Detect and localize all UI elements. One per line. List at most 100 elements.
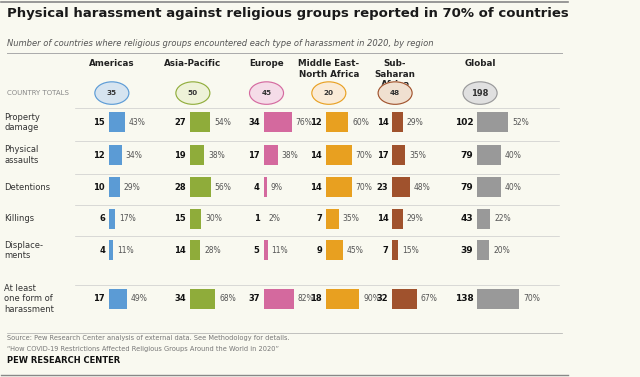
- Text: At least
one form of
harassment: At least one form of harassment: [4, 284, 54, 314]
- Text: Middle East-
North Africa: Middle East- North Africa: [298, 60, 360, 79]
- Text: 14: 14: [310, 151, 322, 160]
- Text: 27: 27: [175, 118, 186, 127]
- Text: 19: 19: [175, 151, 186, 160]
- Text: 15: 15: [174, 214, 186, 223]
- Text: 10: 10: [93, 183, 105, 192]
- Text: 38%: 38%: [208, 151, 225, 160]
- Text: 2%: 2%: [268, 214, 280, 223]
- Circle shape: [463, 82, 497, 104]
- FancyBboxPatch shape: [477, 112, 508, 132]
- Text: Physical harassment against religious groups reported in 70% of countries: Physical harassment against religious gr…: [7, 7, 569, 20]
- FancyBboxPatch shape: [264, 240, 268, 261]
- Circle shape: [250, 82, 284, 104]
- FancyBboxPatch shape: [190, 289, 215, 309]
- Text: 43%: 43%: [129, 118, 146, 127]
- FancyBboxPatch shape: [392, 240, 398, 261]
- FancyBboxPatch shape: [326, 112, 348, 132]
- Text: Asia-Pacific: Asia-Pacific: [164, 60, 221, 68]
- Circle shape: [312, 82, 346, 104]
- FancyBboxPatch shape: [190, 209, 201, 229]
- Text: 45: 45: [262, 90, 271, 96]
- FancyBboxPatch shape: [190, 112, 210, 132]
- Text: 17: 17: [93, 294, 105, 303]
- Text: 40%: 40%: [505, 151, 522, 160]
- FancyBboxPatch shape: [477, 177, 501, 198]
- Circle shape: [176, 82, 210, 104]
- FancyBboxPatch shape: [392, 177, 410, 198]
- Text: 12: 12: [93, 151, 105, 160]
- Text: 48: 48: [390, 90, 400, 96]
- FancyBboxPatch shape: [326, 177, 352, 198]
- Text: 7: 7: [316, 214, 322, 223]
- Text: COUNTRY TOTALS: COUNTRY TOTALS: [7, 90, 69, 96]
- FancyBboxPatch shape: [477, 209, 490, 229]
- Text: 35%: 35%: [409, 151, 426, 160]
- Text: 29%: 29%: [124, 183, 140, 192]
- Text: 40%: 40%: [505, 183, 522, 192]
- Text: 50: 50: [188, 90, 198, 96]
- Text: 43: 43: [461, 214, 474, 223]
- Text: 11%: 11%: [117, 246, 134, 255]
- Text: 15%: 15%: [402, 246, 419, 255]
- Text: 82%: 82%: [298, 294, 314, 303]
- FancyBboxPatch shape: [190, 145, 204, 165]
- Text: 39: 39: [461, 246, 474, 255]
- Text: 14: 14: [376, 214, 388, 223]
- Text: 70%: 70%: [356, 151, 372, 160]
- Text: 70%: 70%: [523, 294, 540, 303]
- Text: “How COVID-19 Restrictions Affected Religious Groups Around the World in 2020”: “How COVID-19 Restrictions Affected Reli…: [7, 346, 279, 352]
- Text: Americas: Americas: [89, 60, 134, 68]
- FancyBboxPatch shape: [326, 145, 352, 165]
- FancyBboxPatch shape: [477, 145, 501, 165]
- FancyBboxPatch shape: [392, 289, 417, 309]
- Text: 34: 34: [248, 118, 260, 127]
- Text: Number of countries where religious groups encountered each type of harassment i: Number of countries where religious grou…: [7, 39, 433, 48]
- Text: 60%: 60%: [352, 118, 369, 127]
- Text: 14: 14: [376, 118, 388, 127]
- FancyBboxPatch shape: [392, 112, 403, 132]
- FancyBboxPatch shape: [326, 209, 339, 229]
- Text: PEW RESEARCH CENTER: PEW RESEARCH CENTER: [7, 356, 120, 365]
- Text: 32: 32: [377, 294, 388, 303]
- Text: 90%: 90%: [363, 294, 380, 303]
- Text: 29%: 29%: [407, 118, 424, 127]
- FancyBboxPatch shape: [190, 240, 200, 261]
- Text: 34%: 34%: [125, 151, 142, 160]
- Text: Sub-
Saharan
Africa: Sub- Saharan Africa: [374, 60, 415, 89]
- Text: Source: Pew Research Center analysis of external data. See Methodology for detai: Source: Pew Research Center analysis of …: [7, 335, 290, 341]
- FancyBboxPatch shape: [109, 209, 115, 229]
- Text: 9: 9: [316, 246, 322, 255]
- Text: 45%: 45%: [346, 246, 364, 255]
- Text: 15: 15: [93, 118, 105, 127]
- Text: 20%: 20%: [493, 246, 510, 255]
- Text: 76%: 76%: [296, 118, 312, 127]
- Text: 49%: 49%: [131, 294, 148, 303]
- Text: 35: 35: [107, 90, 117, 96]
- FancyBboxPatch shape: [392, 145, 405, 165]
- Text: 70%: 70%: [356, 183, 372, 192]
- FancyBboxPatch shape: [109, 145, 122, 165]
- FancyBboxPatch shape: [264, 112, 292, 132]
- Text: Killings: Killings: [4, 214, 35, 223]
- Text: 4: 4: [254, 183, 260, 192]
- Text: 14: 14: [310, 183, 322, 192]
- Circle shape: [378, 82, 412, 104]
- Text: 28: 28: [175, 183, 186, 192]
- Text: 17: 17: [248, 151, 260, 160]
- Text: 7: 7: [383, 246, 388, 255]
- FancyBboxPatch shape: [326, 289, 359, 309]
- Text: 34: 34: [175, 294, 186, 303]
- FancyBboxPatch shape: [109, 289, 127, 309]
- FancyBboxPatch shape: [264, 289, 294, 309]
- FancyBboxPatch shape: [392, 209, 403, 229]
- Text: 18: 18: [310, 294, 322, 303]
- Text: Property
damage: Property damage: [4, 113, 40, 132]
- Text: 20: 20: [324, 90, 334, 96]
- Text: 6: 6: [99, 214, 105, 223]
- Text: 68%: 68%: [219, 294, 236, 303]
- Text: 28%: 28%: [204, 246, 221, 255]
- Text: 5: 5: [254, 246, 260, 255]
- Text: 79: 79: [461, 183, 474, 192]
- Text: 11%: 11%: [272, 246, 289, 255]
- Text: 38%: 38%: [282, 151, 298, 160]
